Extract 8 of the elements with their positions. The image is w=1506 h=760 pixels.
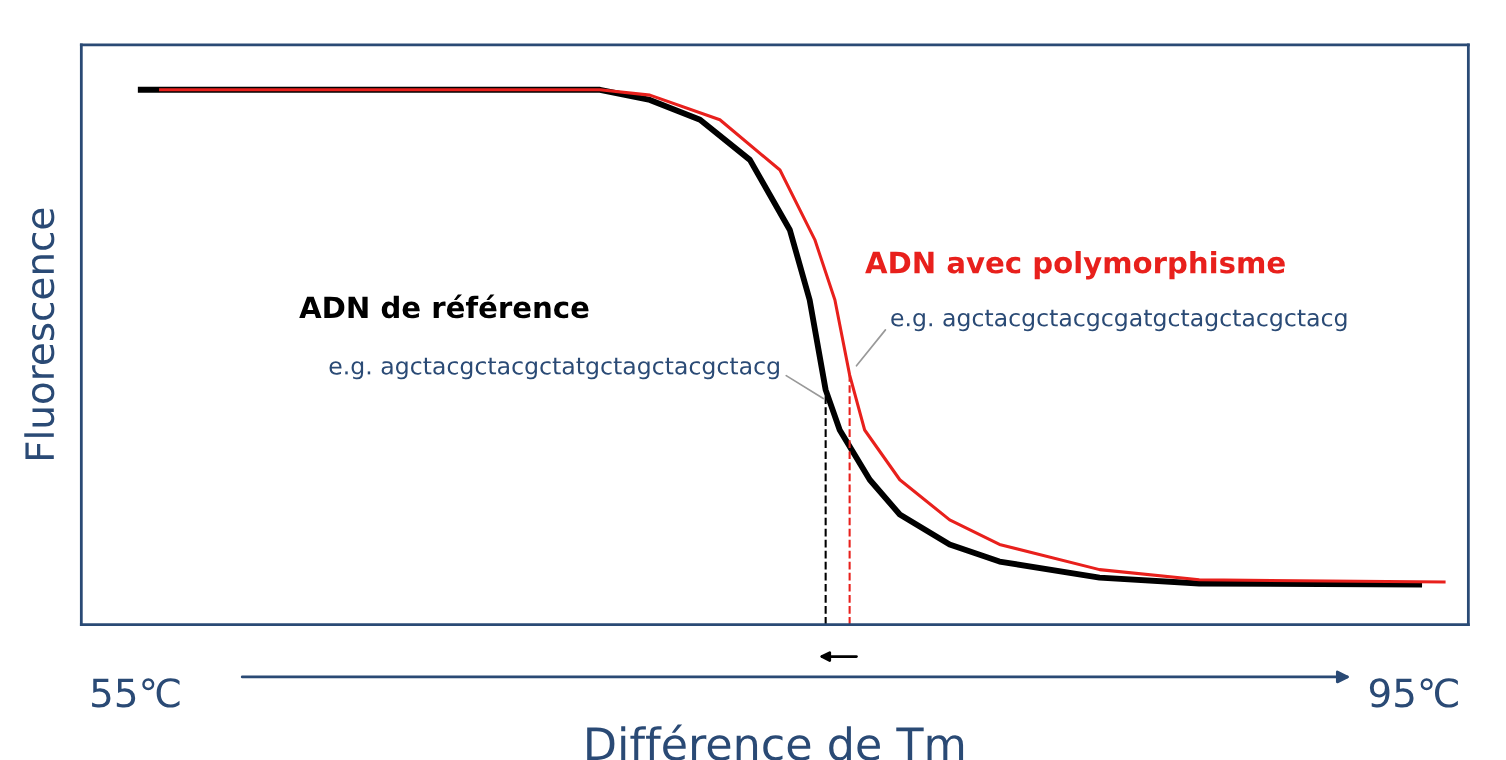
x-axis-title: Différence de Tm <box>587 724 964 760</box>
x-tick-label: 55℃ <box>92 678 180 708</box>
text: ADN de référence <box>299 294 589 319</box>
y-axis-title: Fluorescence <box>24 208 55 460</box>
annotation: e.g. agctacgctacgcgatgctagctacgctacg <box>891 309 1347 332</box>
x-tick-label: 95℃ <box>1369 678 1458 708</box>
series-label: ADN avec polymorphisme <box>865 250 1285 280</box>
annotation: e.g. agctacgctacgctatgctagctacgctacg <box>329 357 779 380</box>
